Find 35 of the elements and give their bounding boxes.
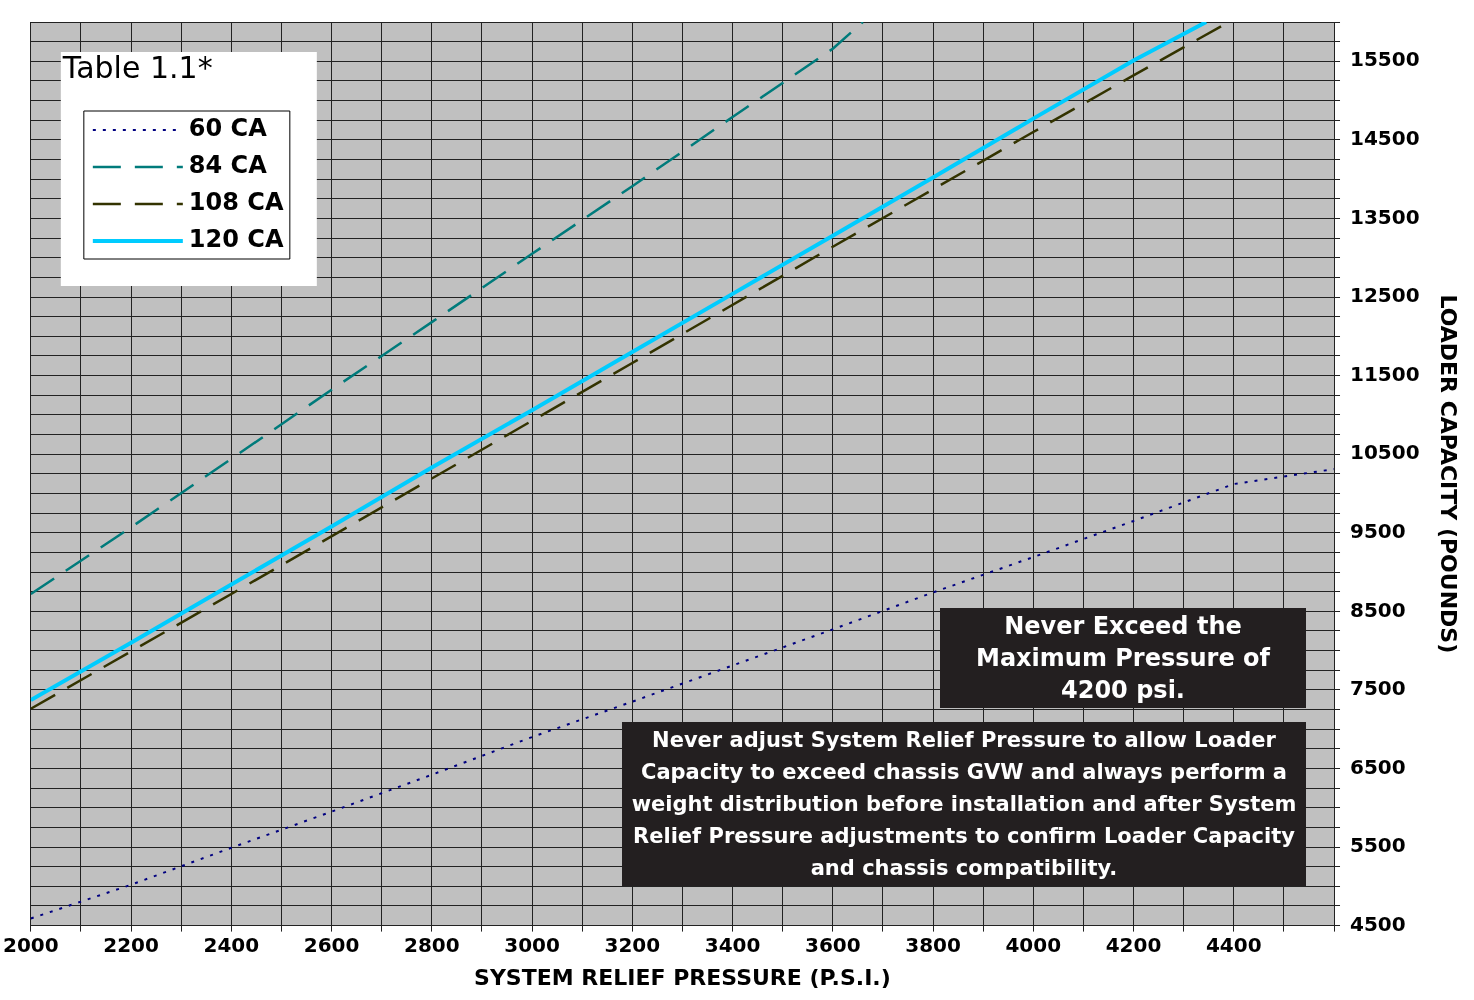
line-series <box>30 22 865 596</box>
y-axis-title: LOADER CAPACITY (POUNDS) <box>1436 294 1462 654</box>
x-tick-label: 4200 <box>1105 932 1162 957</box>
x-tick-label: 3600 <box>804 932 861 957</box>
annotation: Never adjust System Relief Pressure to allow Loader Capacity to exceed chassis GVW and always perform a weight distribution before installation and after System Relief Pressure adjustments to confirm Loader Capacity and chassis compatibility. <box>622 722 1306 886</box>
legend-title: Table 1.1* <box>61 49 213 85</box>
annotation: Never Exceed the Maximum Pressure of 4200 psi. <box>940 608 1306 708</box>
x-tick-label: 2800 <box>403 932 460 957</box>
x-tick-label: 3200 <box>604 932 661 957</box>
y-tick-label: 7500 <box>1350 676 1406 701</box>
x-tick-label: 3400 <box>704 932 761 957</box>
y-tick-label: 5500 <box>1350 833 1406 858</box>
x-tick-label: 4400 <box>1205 932 1262 957</box>
x-tick-label: 3000 <box>504 932 560 957</box>
x-tick-label: 2400 <box>203 932 260 957</box>
x-tick-label: 4000 <box>1005 932 1062 957</box>
x-axis-title: SYSTEM RELIEF PRESSURE (P.S.I.) <box>474 964 891 990</box>
y-tick-label: 11500 <box>1350 361 1420 386</box>
y-tick-label: 9500 <box>1350 518 1406 543</box>
legend-label: 120 CA <box>188 225 284 254</box>
y-tick-label: 4500 <box>1350 911 1406 936</box>
y-tick-label: 12500 <box>1350 283 1420 308</box>
y-tick-label: 10500 <box>1350 440 1420 465</box>
x-tick-label: 2000 <box>3 932 59 957</box>
x-tick-label: 2200 <box>103 932 159 957</box>
legend-label: 60 CA <box>188 114 268 143</box>
y-tick-label: 8500 <box>1350 597 1406 622</box>
legend-label: 108 CA <box>188 188 284 217</box>
y-tick-label: 14500 <box>1350 126 1420 151</box>
y-tick-label: 15500 <box>1350 47 1420 72</box>
legend-label: 84 CA <box>188 151 268 180</box>
x-tick-label: 3800 <box>905 932 961 957</box>
y-tick-label: 6500 <box>1350 754 1406 779</box>
x-tick-label: 2600 <box>303 932 360 957</box>
y-tick-label: 13500 <box>1350 204 1420 229</box>
